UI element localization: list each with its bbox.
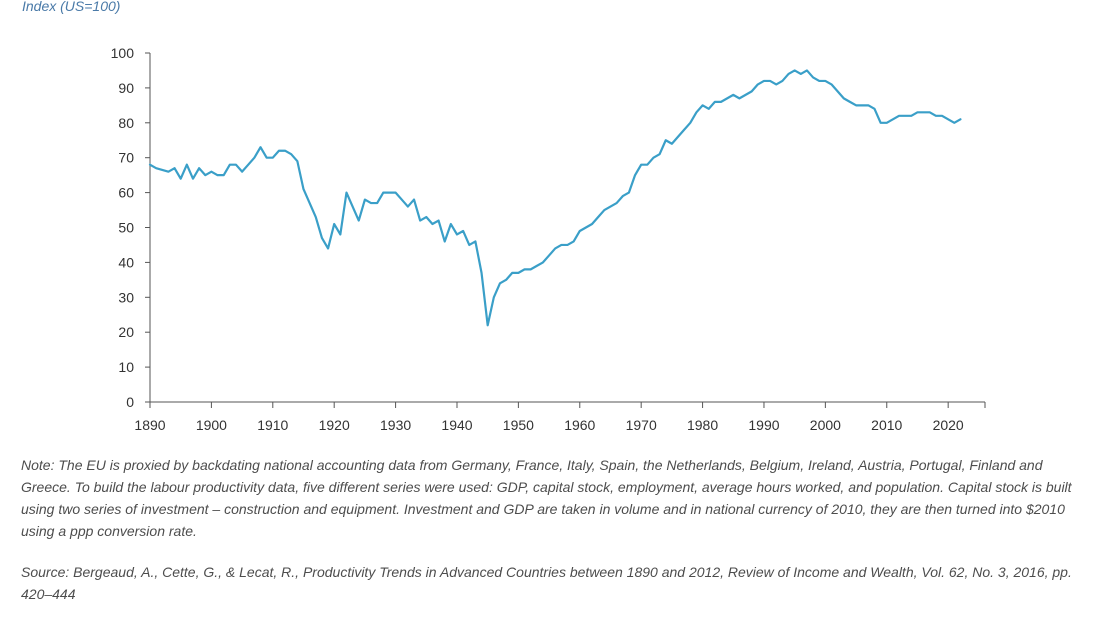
chart-ticks: 1890 1900 1910 1920 1930 1940 1950 1960 1970 1980… — [111, 45, 986, 433]
y-tick-label: 50 — [118, 220, 134, 236]
y-axis-unit-label: Index (US=100) — [22, 0, 121, 14]
x-tick-label: 1920 — [319, 417, 350, 433]
x-tick-label: 1940 — [441, 417, 472, 433]
x-tick-label: 2010 — [871, 417, 902, 433]
x-tick-label: 1980 — [687, 417, 718, 433]
x-tick-label: 1930 — [380, 417, 411, 433]
y-tick-label: 30 — [118, 289, 134, 305]
y-tick-label: 70 — [118, 150, 134, 166]
x-tick-label: 1960 — [564, 417, 595, 433]
y-tick-label: 80 — [118, 115, 134, 131]
productivity-line-chart: 1890 1900 1910 1920 1930 1940 1950 1960 1970 1980… — [111, 45, 986, 433]
y-tick-label: 40 — [118, 254, 134, 270]
y-tick-label: 20 — [118, 324, 134, 340]
chart-note: Note: The EU is proxied by backdating na… — [21, 457, 1072, 539]
x-tick-label: 1970 — [626, 417, 657, 433]
x-tick-label: 2000 — [810, 417, 841, 433]
y-tick-label: 90 — [118, 80, 134, 96]
y-tick-label: 0 — [126, 394, 134, 410]
y-tick-label: 10 — [118, 359, 134, 375]
x-tick-label: 1910 — [257, 417, 288, 433]
x-tick-label: 1990 — [748, 417, 779, 433]
x-tick-label: 1950 — [503, 417, 534, 433]
x-tick-label: 1900 — [196, 417, 227, 433]
y-tick-label: 100 — [111, 45, 135, 61]
chart-source: Source: Bergeaud, A., Cette, G., & Lecat… — [21, 564, 1072, 602]
series-line — [148, 69, 962, 327]
x-tick-label: 2020 — [933, 417, 964, 433]
x-tick-label: 1890 — [134, 417, 165, 433]
y-tick-label: 60 — [118, 185, 134, 201]
